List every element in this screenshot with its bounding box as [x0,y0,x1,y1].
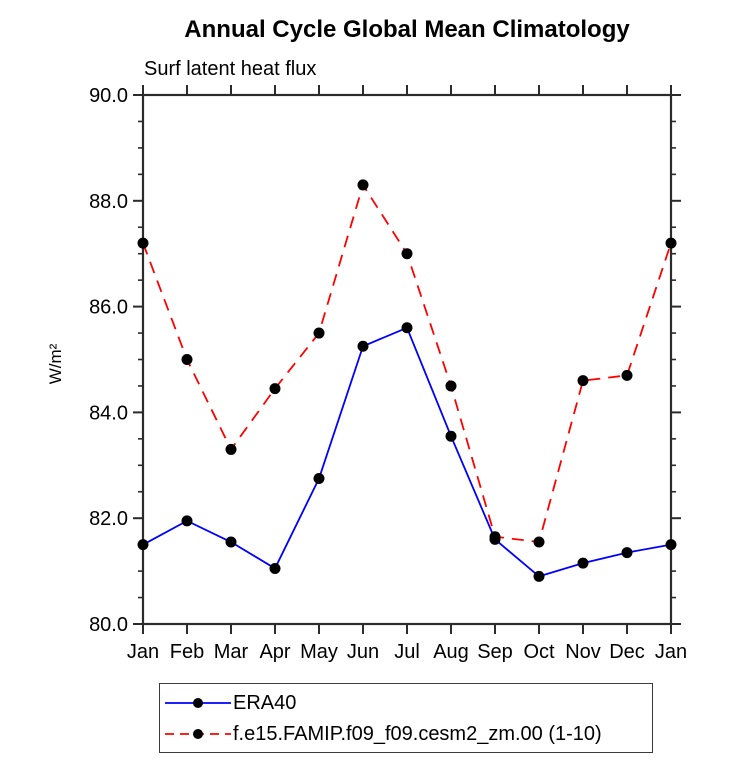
data-point-marker [225,536,237,548]
data-point-marker [577,557,589,569]
data-point-marker [269,383,281,395]
data-point-marker [621,369,633,381]
x-tick-label: Dec [609,641,645,663]
legend-line-sample-dashed [165,728,231,739]
data-point-marker [269,562,281,574]
legend: ERA40 f.e15.FAMIP.f09_f09.cesm2_zm.00 (1… [159,683,653,753]
legend-sample-marker [193,728,203,739]
data-point-marker [401,248,413,260]
axis-frame [141,93,673,626]
chart-title: Annual Cycle Global Mean Climatology [184,16,630,43]
data-point-marker [313,327,325,339]
x-tick-label: May [300,641,338,663]
legend-item-famip: f.e15.FAMIP.f09_f09.cesm2_zm.00 (1-10) [163,724,652,744]
legend-line-sample-solid [165,697,231,708]
x-tick-label: Jan [127,641,159,663]
data-point-marker [533,570,545,582]
y-tick-label: 84.0 [89,402,128,424]
legend-label: ERA40 [233,691,297,714]
data-point-marker [181,515,193,527]
series-line-1 [142,182,672,543]
legend-sample-marker [193,697,203,708]
data-point-marker [401,322,413,334]
data-point-marker [445,380,457,392]
data-point-marker [137,237,149,249]
x-tick-label: Apr [259,641,290,663]
chart-subtitle: Surf latent heat flux [144,58,317,80]
data-point-marker [225,443,237,455]
x-tick-label: Jul [394,641,420,663]
y-tick-label: 88.0 [89,191,128,213]
y-tick-label: 90.0 [89,85,128,107]
data-point-marker [489,531,501,543]
data-point-marker [313,473,325,485]
data-point-marker [357,340,369,352]
legend-item-era40: ERA40 [163,693,652,713]
x-tick-label: Nov [565,641,601,663]
y-tick-label: 82.0 [89,508,128,530]
x-tick-label: Feb [170,641,204,663]
y-tick-label: 80.0 [89,614,128,636]
data-point-marker [357,179,369,191]
data-point-marker [665,539,677,551]
y-tick-label: 86.0 [89,297,128,319]
x-tick-label: Jun [347,641,379,663]
data-point-marker [577,375,589,387]
x-tick-label: Sep [477,641,513,663]
data-point-marker [445,430,457,442]
data-point-marker [533,536,545,548]
x-tick-label: Jan [655,641,687,663]
data-point-marker [137,539,149,551]
data-point-marker [665,237,677,249]
x-tick-label: Aug [433,641,469,663]
x-tick-label: Oct [523,641,555,663]
legend-label: f.e15.FAMIP.f09_f09.cesm2_zm.00 (1-10) [233,722,602,745]
data-point-marker [181,354,193,365]
series-line-0 [142,326,672,578]
x-tick-label: Mar [214,641,249,663]
data-point-marker [621,547,633,559]
